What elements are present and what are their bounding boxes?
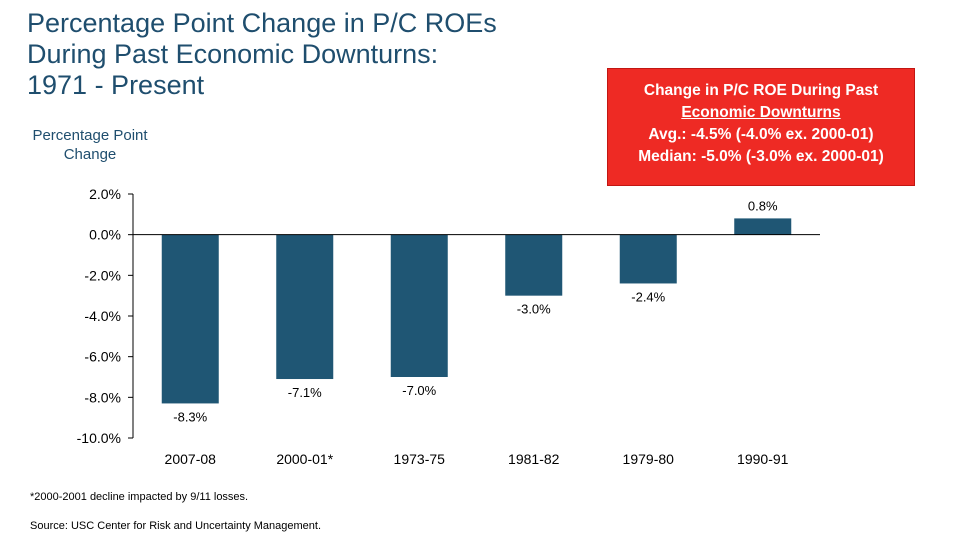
y-tick-label: 2.0% (89, 186, 121, 202)
bar-199091 (734, 218, 792, 235)
bar-200708 (161, 234, 219, 404)
x-tick-label: 1981-82 (508, 451, 560, 467)
footnote-source: Source: USC Center for Risk and Uncertai… (30, 520, 322, 532)
callout-average: Avg.: -4.5% (-4.0% ex. 2000-01) (648, 126, 874, 143)
x-tick-label: 1990-91 (737, 451, 789, 467)
x-tick-label: 2007-08 (165, 451, 217, 467)
callout-median: Median: -5.0% (-3.0% ex. 2000-01) (638, 148, 884, 165)
labels-group: 2.0% 0.0% -2.0% -4.0% -6.0% -8.0% -10.0% 2007-0… (77, 186, 789, 467)
bar-198182 (505, 234, 563, 296)
callout-heading-line-2: Economic Downturns (681, 104, 841, 121)
data-label: -8.3% (173, 409, 207, 424)
data-label: 0.8% (748, 198, 778, 213)
footnote-note: *2000-2001 decline impacted by 9/11 loss… (30, 491, 249, 503)
y-tick-label: -6.0% (84, 349, 121, 365)
data-label: -7.1% (288, 385, 322, 400)
title-line-2: During Past Economic Downturns: (27, 39, 439, 69)
axes-group (128, 193, 820, 439)
callout-heading-line-1: Change in P/C ROE During Past (643, 82, 879, 99)
title-line-3: 1971 - Present (27, 70, 205, 100)
x-tick-label: 1979-80 (623, 451, 675, 467)
y-tick-label: -4.0% (84, 308, 121, 324)
x-tick-label: 1973-75 (394, 451, 446, 467)
data-label: -7.0% (402, 383, 436, 398)
bar-197980 (619, 234, 677, 284)
y-tick-label: -2.0% (84, 267, 121, 283)
x-tick-label: 2000-01* (276, 451, 333, 467)
y-axis-label: Percentage Point Change (20, 126, 160, 164)
y-tick-label: -10.0% (77, 430, 121, 446)
y-tick-label: -8.0% (84, 389, 121, 405)
y-tick-label: 0.0% (89, 227, 121, 243)
data-label: -3.0% (517, 302, 551, 317)
bars-group (161, 218, 792, 404)
y-axis-label-line-1: Percentage Point (32, 127, 148, 144)
data-label: -2.4% (631, 289, 665, 304)
bar-200001 (276, 234, 334, 380)
chart-title: Percentage Point Change in P/C ROEs Duri… (27, 8, 587, 101)
summary-callout-box: Change in P/C ROE During Past Economic D… (607, 68, 915, 186)
bar-197375 (390, 234, 448, 377)
title-line-1: Percentage Point Change in P/C ROEs (27, 8, 497, 38)
y-axis-label-line-2: Change (63, 146, 117, 163)
